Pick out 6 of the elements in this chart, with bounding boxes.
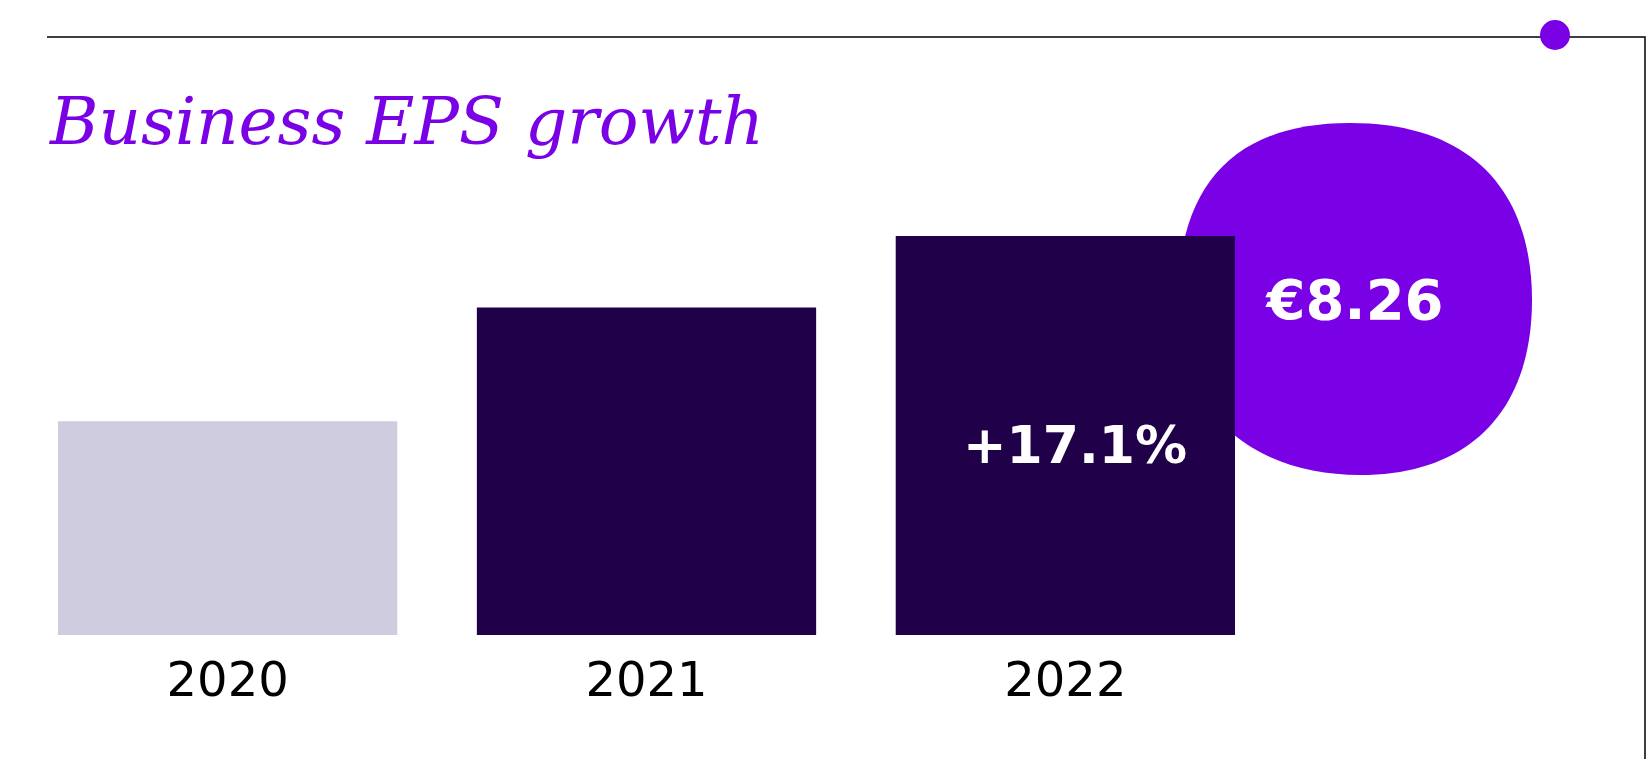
annotation: €8.26: [1264, 267, 1444, 332]
x-tick-label: 2021: [585, 650, 708, 707]
x-tick-label: 2020: [166, 650, 289, 707]
annotation: +17.1%: [963, 415, 1187, 475]
x-tick-label: 2022: [1004, 650, 1127, 707]
chart-title: Business EPS growth: [49, 83, 765, 160]
